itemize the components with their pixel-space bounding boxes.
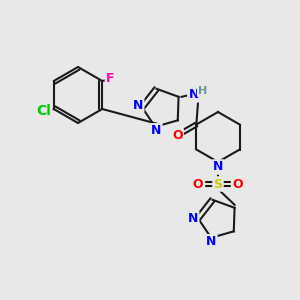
- Text: S: S: [214, 178, 223, 190]
- Text: N: N: [188, 88, 199, 101]
- Text: F: F: [106, 73, 115, 85]
- Text: H: H: [198, 86, 207, 96]
- Text: N: N: [133, 99, 143, 112]
- Text: N: N: [151, 124, 161, 137]
- Text: O: O: [233, 178, 243, 190]
- Text: Cl: Cl: [36, 104, 51, 118]
- Text: N: N: [206, 235, 216, 248]
- Text: O: O: [193, 178, 203, 190]
- Text: N: N: [213, 160, 223, 173]
- Text: N: N: [188, 212, 198, 225]
- Text: O: O: [172, 129, 183, 142]
